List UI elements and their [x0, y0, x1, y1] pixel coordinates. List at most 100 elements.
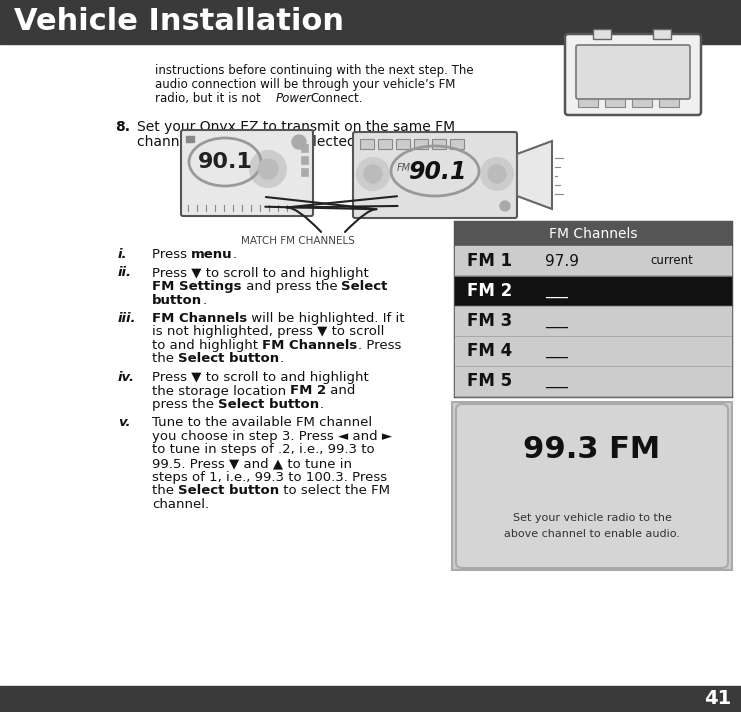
Text: radio, but it is not: radio, but it is not [155, 92, 265, 105]
Text: ___: ___ [545, 374, 568, 389]
Text: audio connection will be through your vehicle’s FM: audio connection will be through your ve… [155, 78, 456, 91]
Text: v.: v. [118, 417, 130, 429]
Bar [301, 156, 308, 164]
Text: instructions before continuing with the next step. The: instructions before continuing with the … [155, 64, 473, 77]
Text: .: . [233, 248, 237, 261]
Text: to tune in steps of .2, i.e., 99.3 to: to tune in steps of .2, i.e., 99.3 to [152, 444, 375, 456]
Bar [455, 246, 731, 276]
Bar [378, 139, 392, 149]
Text: Select button: Select button [179, 352, 279, 365]
Bar [659, 99, 679, 107]
Text: is not highlighted, press ▼ to scroll: is not highlighted, press ▼ to scroll [152, 325, 385, 338]
Text: .: . [202, 293, 206, 306]
Circle shape [357, 158, 389, 190]
Bar [450, 139, 464, 149]
Bar [455, 222, 731, 396]
Text: and press the: and press the [242, 280, 342, 293]
Bar [432, 139, 446, 149]
Text: the: the [152, 484, 179, 497]
Text: current: current [650, 254, 693, 268]
FancyBboxPatch shape [565, 34, 701, 115]
Text: 41: 41 [705, 689, 731, 708]
Text: ii.: ii. [118, 266, 132, 280]
Text: MATCH FM CHANNELS: MATCH FM CHANNELS [241, 236, 355, 246]
Text: FM Channels: FM Channels [549, 227, 637, 241]
FancyBboxPatch shape [353, 132, 517, 218]
Text: FM 3: FM 3 [467, 312, 512, 330]
Text: FM 1: FM 1 [467, 252, 512, 270]
FancyBboxPatch shape [576, 45, 690, 99]
Bar [653, 29, 671, 39]
Text: Select button: Select button [219, 398, 319, 411]
FancyBboxPatch shape [181, 130, 313, 216]
Text: Select: Select [342, 280, 388, 293]
Text: 90.1: 90.1 [408, 160, 466, 184]
Text: FM 5: FM 5 [467, 372, 512, 390]
Circle shape [250, 151, 286, 187]
Bar [301, 144, 308, 152]
Text: 99.3 FM: 99.3 FM [523, 436, 661, 464]
Text: FM Channels: FM Channels [262, 339, 357, 352]
Bar [455, 276, 731, 306]
Text: FM 2: FM 2 [467, 282, 512, 300]
Text: ___: ___ [545, 343, 568, 359]
Circle shape [500, 201, 510, 211]
Text: 90.1: 90.1 [198, 152, 253, 172]
Circle shape [292, 135, 306, 149]
Text: menu: menu [191, 248, 233, 261]
Text: the storage location: the storage location [152, 384, 290, 397]
Text: .: . [319, 398, 324, 411]
Text: above channel to enable audio.: above channel to enable audio. [504, 529, 680, 539]
Text: button: button [152, 293, 202, 306]
Text: Connect.: Connect. [310, 92, 362, 105]
Bar [455, 366, 731, 396]
Text: iii.: iii. [118, 312, 136, 325]
Circle shape [364, 165, 382, 183]
Text: FM: FM [397, 163, 411, 173]
Bar [455, 306, 731, 336]
Text: Vehicle Installation: Vehicle Installation [14, 8, 344, 36]
Text: 8.: 8. [115, 120, 130, 134]
Text: Set your Onyx EZ to transmit on the same FM: Set your Onyx EZ to transmit on the same… [137, 120, 455, 134]
Text: channel.: channel. [152, 498, 209, 511]
Text: steps of 1, i.e., 99.3 to 100.3. Press: steps of 1, i.e., 99.3 to 100.3. Press [152, 471, 387, 483]
Bar [0, 686, 741, 712]
Text: ___: ___ [545, 283, 568, 298]
Text: 97.9: 97.9 [545, 253, 579, 268]
Text: Press: Press [152, 248, 191, 261]
Text: Press ▼ to scroll to and highlight: Press ▼ to scroll to and highlight [152, 266, 369, 280]
Bar [360, 139, 374, 149]
Text: press the: press the [152, 398, 219, 411]
Bar [186, 136, 194, 142]
Circle shape [258, 159, 278, 179]
Text: i.: i. [118, 248, 127, 261]
Text: iv.: iv. [118, 371, 135, 384]
Text: Select button: Select button [179, 484, 279, 497]
Bar [578, 99, 598, 107]
Text: Tune to the available FM channel: Tune to the available FM channel [152, 417, 372, 429]
Bar [605, 99, 625, 107]
Bar [301, 168, 308, 176]
Text: Set your vehicle radio to the: Set your vehicle radio to the [513, 513, 671, 523]
Text: and: and [327, 384, 356, 397]
Text: FM 2: FM 2 [290, 384, 327, 397]
Text: the: the [152, 352, 179, 365]
Text: to select the FM: to select the FM [279, 484, 391, 497]
Bar [593, 29, 611, 39]
Bar [0, 0, 741, 44]
Bar [414, 139, 428, 149]
Bar [455, 222, 731, 246]
Text: will be highlighted. If it: will be highlighted. If it [247, 312, 405, 325]
Text: Power: Power [276, 92, 312, 105]
FancyBboxPatch shape [456, 404, 728, 568]
Text: you choose in step 3. Press ◄ and ►: you choose in step 3. Press ◄ and ► [152, 430, 392, 443]
Circle shape [481, 158, 513, 190]
Text: FM Channels: FM Channels [152, 312, 247, 325]
Text: . Press: . Press [357, 339, 401, 352]
Text: 99.5. Press ▼ and ▲ to tune in: 99.5. Press ▼ and ▲ to tune in [152, 457, 352, 470]
Polygon shape [517, 141, 552, 209]
Text: channel that you have selected in step 7:: channel that you have selected in step 7… [137, 135, 425, 149]
Bar [455, 336, 731, 366]
Text: ___: ___ [545, 313, 568, 328]
Text: FM Settings: FM Settings [152, 280, 242, 293]
